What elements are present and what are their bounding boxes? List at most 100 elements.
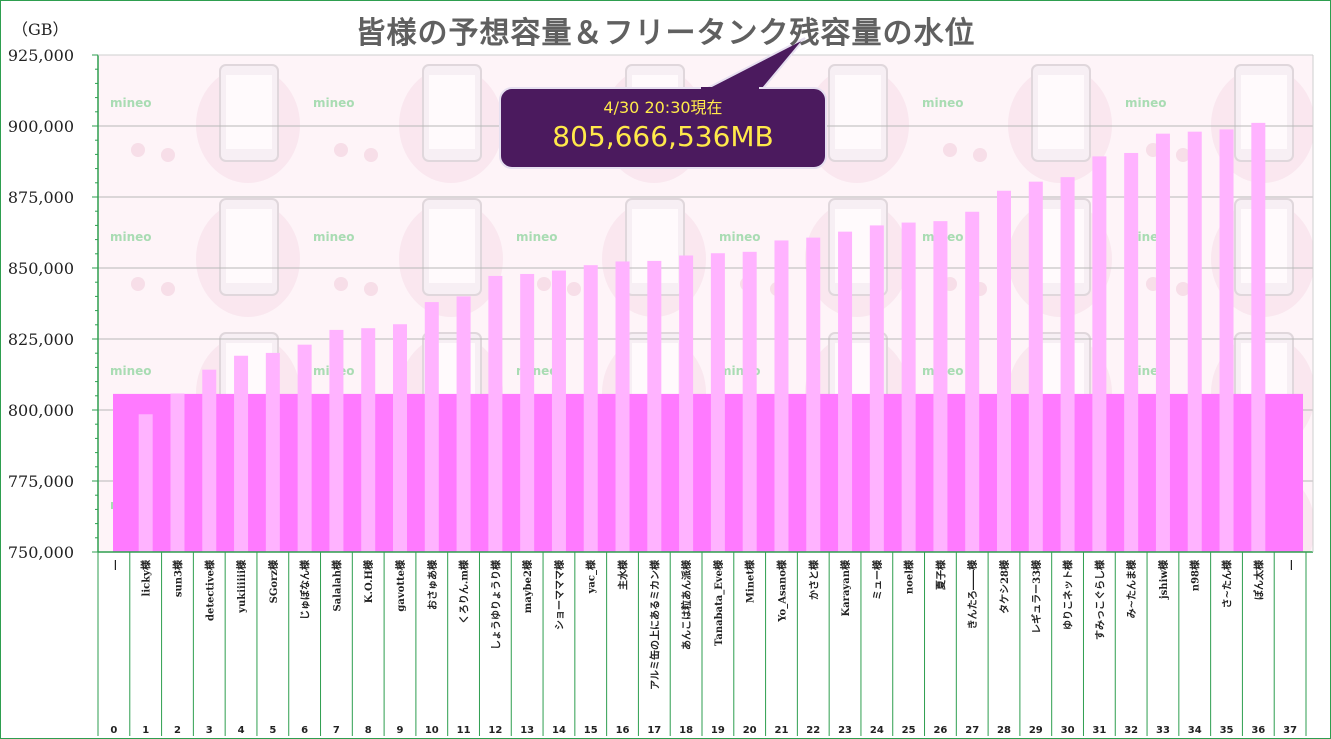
x-index-label-12: 12 — [488, 725, 502, 736]
x-index-label-27: 27 — [965, 725, 979, 736]
x-category-label-10: おさゅあ様 — [426, 559, 439, 610]
x-category-label-3: detective様 — [203, 559, 216, 621]
x-category-label-36: ぽん太様 — [1252, 559, 1265, 600]
x-index-label-9: 9 — [397, 725, 404, 736]
x-category-label-32: み~たんま様 — [1125, 559, 1138, 618]
callout-joint — [701, 87, 759, 91]
x-category-label-25: noel様 — [903, 559, 916, 594]
bar-8 — [361, 328, 376, 552]
x-index-label-16: 16 — [616, 725, 630, 736]
x-index-label-5: 5 — [269, 725, 276, 736]
bar-10 — [424, 302, 439, 552]
bar-34 — [1187, 131, 1202, 552]
x-category-label-5: SGorz様 — [267, 559, 280, 603]
x-index-label-2: 2 — [174, 725, 181, 736]
y-unit-label: （GB） — [12, 20, 69, 39]
bar-35 — [1219, 129, 1234, 552]
x-category-label-9: gavotte様 — [394, 559, 407, 612]
callout-bubble — [499, 37, 827, 169]
y-tick-label-4: 850,000 — [8, 259, 74, 278]
x-category-label-1: licky様 — [140, 559, 153, 596]
x-index-label-4: 4 — [238, 725, 245, 736]
y-tick-labels: 750,000 775,000 800,000 825,000 850,000 875,0… — [8, 46, 74, 562]
x-index-label-30: 30 — [1061, 725, 1075, 736]
bars — [138, 122, 1266, 553]
bar-16 — [615, 261, 630, 552]
bar-30 — [1060, 177, 1075, 552]
bar-12 — [488, 275, 503, 552]
x-index-label-35: 35 — [1220, 725, 1234, 736]
bar-7 — [329, 329, 344, 552]
bar-29 — [1028, 181, 1043, 552]
x-index-label-6: 6 — [301, 725, 308, 736]
bar-14 — [551, 270, 566, 552]
x-category-label-26: 夏子様 — [934, 559, 947, 591]
bar-31 — [1092, 156, 1107, 552]
x-index-label-10: 10 — [425, 725, 439, 736]
x-category-label-7: Salalah様 — [330, 559, 343, 612]
callout-timestamp: 4/30 20:30現在 — [603, 98, 723, 117]
y-tick-label-2: 800,000 — [8, 401, 74, 420]
x-category-label-27: きんたろ――様 — [966, 559, 979, 629]
x-index-label-34: 34 — [1188, 725, 1202, 736]
bar-26 — [933, 221, 948, 552]
x-category-label-14: ショーマママ様 — [553, 559, 566, 630]
bar-1 — [138, 414, 153, 552]
bar-28 — [997, 190, 1011, 552]
x-category-label-17: アルミ缶の上にあるミカン様 — [648, 559, 661, 690]
x-index-label-22: 22 — [806, 725, 820, 736]
x-category-label-22: かさと様 — [807, 559, 820, 600]
x-index-label-33: 33 — [1156, 725, 1170, 736]
bar-6 — [297, 344, 312, 552]
bar-11 — [456, 296, 471, 552]
x-index-label-37: 37 — [1283, 725, 1297, 736]
x-category-label-37: ― — [1286, 560, 1297, 570]
bar-25 — [901, 222, 916, 552]
bar-4 — [234, 355, 249, 552]
bar-32 — [1124, 152, 1139, 553]
x-index-label-32: 32 — [1124, 725, 1138, 736]
x-index-label-0: 0 — [110, 725, 117, 736]
bar-36 — [1251, 122, 1266, 552]
bar-27 — [965, 211, 980, 552]
x-category-label-19: Tanabata_Eve様 — [712, 559, 725, 646]
x-category-label-0: ― — [110, 560, 121, 570]
x-index-label-14: 14 — [552, 725, 566, 736]
x-index-label-26: 26 — [933, 725, 947, 736]
y-tick-label-0: 750,000 — [8, 543, 74, 562]
x-category-label-6: じゅぼなん様 — [299, 559, 312, 620]
bar-33 — [1155, 133, 1170, 552]
x-category-label-34: n98様 — [1189, 559, 1202, 591]
x-category-label-11: くろりん.m様 — [458, 559, 471, 624]
x-category-label-35: さ~たん様 — [1221, 559, 1234, 608]
x-index-label-17: 17 — [647, 725, 661, 736]
x-category-label-13: maybe2様 — [521, 559, 534, 613]
bar-17 — [647, 260, 662, 552]
bar-15 — [583, 265, 598, 552]
callout-value: 805,666,536MB — [552, 120, 774, 153]
x-index-label-20: 20 — [743, 725, 757, 736]
y-tick-label-1: 775,000 — [8, 472, 74, 491]
x-index-label-29: 29 — [1029, 725, 1043, 736]
x-category-label-2: sun3様 — [171, 559, 184, 597]
bar-23 — [838, 231, 853, 552]
axes — [92, 54, 1314, 736]
x-index-label-3: 3 — [206, 725, 213, 736]
x-index-label-11: 11 — [457, 725, 471, 736]
bar-21 — [774, 240, 789, 552]
bar-3 — [202, 369, 217, 552]
x-category-label-28: タケシ28様 — [998, 559, 1011, 614]
bar-5 — [265, 352, 280, 552]
x-index-label-24: 24 — [870, 725, 884, 736]
x-category-label-31: すみっこぐらし様 — [1093, 559, 1106, 640]
x-index-label-23: 23 — [838, 725, 852, 736]
x-index-label-18: 18 — [679, 725, 693, 736]
y-tick-label-3: 825,000 — [8, 330, 74, 349]
x-category-label-30: ゆりこネット様 — [1062, 559, 1075, 630]
x-category-label-23: Karayan様 — [839, 559, 852, 616]
x-category-label-8: K.O.H様 — [362, 559, 375, 603]
chart-title: 皆様の予想容量＆フリータンク残容量の水位 — [355, 16, 976, 51]
bar-20 — [742, 251, 757, 552]
x-category-label-18: あんこは粒あん派様 — [680, 559, 693, 650]
x-category-label-21: Yo_Asano様 — [775, 559, 788, 623]
